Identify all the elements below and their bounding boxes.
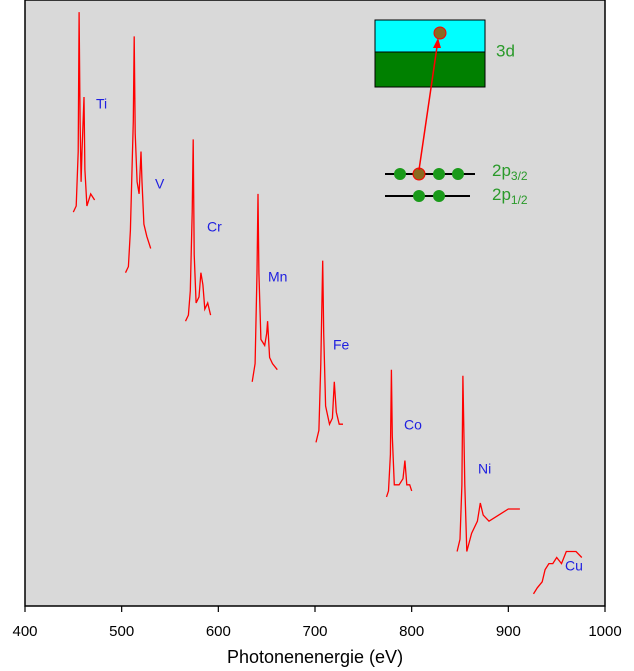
spectrum-line bbox=[251, 193, 278, 382]
x-tick-label: 800 bbox=[399, 623, 424, 640]
x-tick-label: 500 bbox=[109, 623, 134, 640]
level-label: 2p3/2 bbox=[492, 161, 528, 183]
electron bbox=[394, 168, 406, 180]
series-label: Cu bbox=[565, 558, 583, 574]
electron bbox=[452, 168, 464, 180]
series-label: Co bbox=[404, 417, 422, 433]
electron bbox=[433, 168, 445, 180]
series-label: Mn bbox=[268, 269, 287, 285]
electron bbox=[433, 26, 447, 40]
spectrum-line bbox=[124, 36, 152, 273]
level-label: 2p1/2 bbox=[492, 185, 528, 207]
arrow bbox=[418, 39, 439, 171]
series-label: V bbox=[155, 176, 165, 192]
electron bbox=[433, 190, 445, 202]
series-label: Ni bbox=[478, 461, 491, 477]
x-tick-label: 900 bbox=[496, 623, 521, 640]
electron bbox=[413, 190, 425, 202]
spectrum-line bbox=[385, 369, 413, 498]
x-tick-label: 400 bbox=[12, 623, 37, 640]
spectrum-line bbox=[315, 260, 343, 443]
level-main: 2p bbox=[492, 185, 511, 204]
series-label: Fe bbox=[333, 337, 350, 353]
level-main: 2p bbox=[492, 161, 511, 180]
spectrum-line bbox=[72, 12, 96, 213]
band-core bbox=[374, 51, 486, 88]
x-tick-label: 1000 bbox=[588, 623, 621, 640]
inset-diagram: 3d 2p3/2 2p1/2 bbox=[374, 19, 528, 207]
level-sub: 3/2 bbox=[511, 169, 528, 183]
x-axis-title: Photonenenergie (eV) bbox=[227, 647, 403, 667]
spectrum-line bbox=[184, 139, 212, 322]
plot-area bbox=[24, 0, 606, 607]
curves bbox=[72, 12, 583, 595]
x-tick-label: 700 bbox=[302, 623, 327, 640]
level-label: 3d bbox=[496, 41, 515, 60]
band-3d bbox=[374, 19, 486, 53]
series-label: Ti bbox=[96, 96, 107, 112]
spectrum-line bbox=[456, 375, 520, 552]
arrow-head bbox=[433, 38, 441, 48]
level-sub: 1/2 bbox=[511, 193, 528, 207]
x-tick-label: 600 bbox=[206, 623, 231, 640]
series-label: Cr bbox=[207, 219, 222, 235]
spectrum-line bbox=[532, 550, 583, 595]
